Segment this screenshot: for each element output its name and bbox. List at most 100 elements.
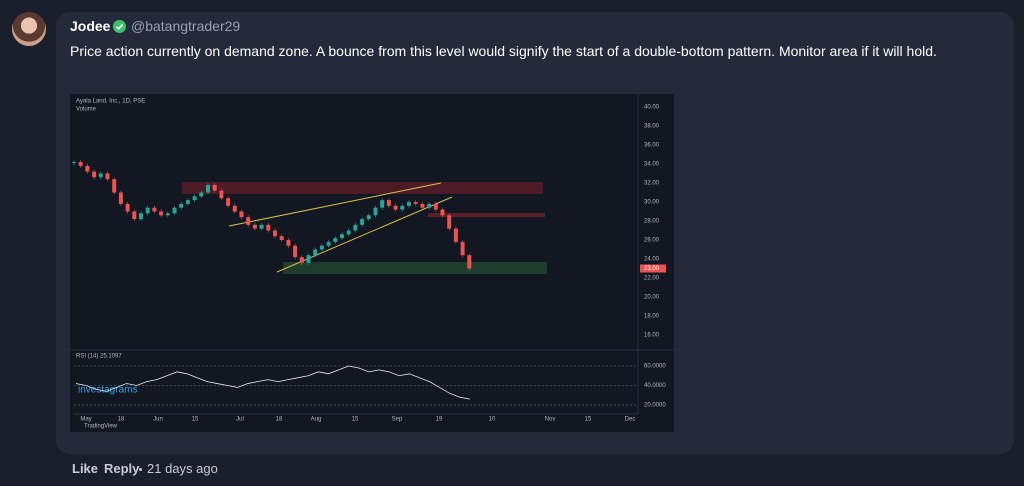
x-tick-label: 18: [118, 417, 125, 423]
candle: [400, 205, 405, 210]
candle: [433, 203, 438, 210]
x-tick-label: May: [80, 417, 91, 423]
candle: [125, 203, 130, 212]
x-tick-label: 15: [585, 417, 592, 423]
candle: [212, 184, 217, 191]
candle: [407, 202, 411, 206]
candle: [132, 211, 137, 220]
candle: [340, 234, 344, 239]
last-price-label: 23.00: [644, 266, 660, 272]
candle: [219, 190, 224, 199]
candle: [427, 203, 432, 208]
candle: [185, 200, 190, 204]
candle: [360, 219, 365, 225]
candle: [266, 224, 271, 231]
candle: [259, 224, 264, 229]
candle: [159, 211, 164, 216]
author[interactable]: Jodee: [70, 18, 111, 34]
candle: [373, 207, 378, 216]
y-tick-label: 24.00: [644, 257, 660, 263]
watermark: investagrams: [78, 385, 137, 396]
candle: [85, 165, 90, 172]
candle: [313, 249, 318, 256]
candle: [279, 236, 284, 240]
candle: [326, 241, 331, 246]
y-tick-label: 38.00: [644, 124, 660, 130]
candle: [92, 171, 97, 178]
candle: [112, 179, 117, 193]
x-tick-label: 19: [436, 417, 443, 423]
candle: [72, 162, 76, 164]
candle: [239, 211, 244, 218]
candle: [333, 238, 338, 242]
candle: [440, 209, 445, 216]
like-button[interactable]: Like: [72, 461, 99, 476]
timestamp: 21 days ago: [147, 461, 218, 476]
candle: [413, 202, 418, 204]
y-tick-label: 32.00: [644, 181, 660, 187]
chart-image: Ayala Land, Inc., 1D, PSE Volume RSI (14…: [70, 94, 674, 432]
demand-zone: [283, 262, 547, 274]
x-tick-label: Aug: [311, 417, 322, 423]
candle: [152, 207, 157, 212]
candle: [172, 207, 177, 214]
reply-button[interactable]: Reply: [104, 461, 140, 476]
candle: [386, 200, 391, 206]
verified-icon: [113, 20, 126, 33]
candle: [199, 192, 204, 197]
candle: [380, 200, 385, 208]
separator-dot: [139, 468, 142, 471]
y-tick-label: 20.00: [644, 295, 660, 301]
resistance-zone: [428, 213, 545, 217]
y-tick-label: 36.00: [644, 143, 660, 149]
candle: [366, 215, 371, 220]
candle: [353, 224, 358, 231]
candle: [78, 162, 83, 166]
candle: [192, 196, 197, 201]
rsi-tick-label: 60.0000: [644, 364, 666, 370]
candle: [165, 213, 170, 216]
x-tick-label: Nov: [545, 417, 556, 423]
chart-title: Ayala Land, Inc., 1D, PSE: [76, 99, 145, 105]
candle: [139, 213, 143, 220]
candle: [319, 245, 324, 250]
x-tick-label: Jun: [153, 417, 163, 423]
avatar[interactable]: [12, 12, 46, 46]
y-tick-label: 40.00: [644, 105, 660, 111]
candle: [467, 255, 472, 269]
x-tick-label: 18: [276, 417, 283, 423]
candle: [105, 173, 110, 180]
candle: [98, 173, 103, 178]
candle: [252, 224, 257, 229]
candle: [393, 205, 398, 210]
handle[interactable]: @batangtrader29: [131, 18, 241, 34]
y-tick-label: 30.00: [644, 200, 660, 206]
candle: [232, 205, 237, 212]
y-tick-label: 18.00: [644, 314, 660, 320]
candle: [273, 230, 277, 237]
candle: [306, 255, 311, 263]
candle: [206, 184, 210, 193]
y-tick-label: 34.00: [644, 162, 660, 168]
rsi-label: RSI (14) 25.1097: [76, 354, 122, 360]
candle: [420, 203, 425, 208]
trend-line: [228, 182, 442, 227]
x-tick-label: Sep: [392, 417, 403, 423]
candle: [447, 215, 452, 229]
y-tick-label: 22.00: [644, 276, 660, 282]
y-tick-label: 26.00: [644, 238, 660, 244]
candle: [179, 203, 184, 208]
rsi-tick-label: 40.0000: [644, 383, 666, 389]
x-tick-label: Jul: [236, 417, 244, 423]
last-price-box: [640, 264, 666, 273]
supply-zone: [182, 182, 543, 194]
y-tick-label: 28.00: [644, 219, 660, 225]
x-tick-label: 10: [489, 417, 496, 423]
y-tick-label: 16.00: [644, 333, 660, 339]
candle: [293, 245, 298, 258]
candle: [346, 230, 351, 235]
tradingview-logo: TradingView: [84, 424, 118, 430]
candle: [286, 240, 291, 246]
candle: [460, 241, 465, 256]
